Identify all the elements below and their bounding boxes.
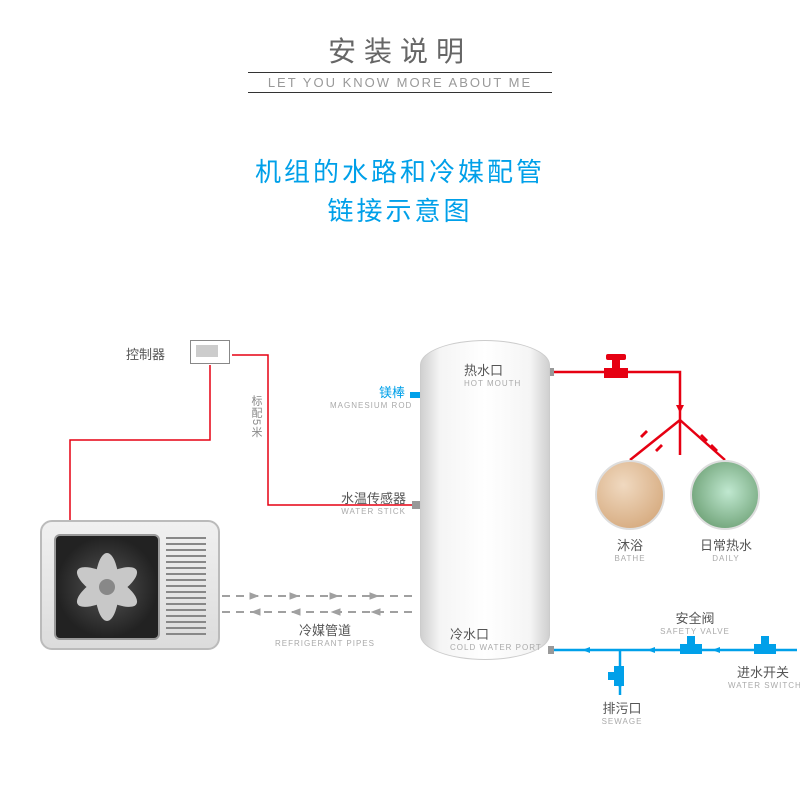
daily-hotwater-icon bbox=[690, 460, 760, 530]
water-switch-icon bbox=[750, 632, 780, 662]
controller-label: 控制器 bbox=[126, 344, 165, 363]
sewage-label-en: SEWAGE bbox=[592, 717, 652, 726]
controller-box bbox=[190, 340, 230, 364]
bathe-icon bbox=[595, 460, 665, 530]
hot-branch-bathe bbox=[630, 420, 680, 460]
magnesium-label-cn: 镁棒 bbox=[330, 382, 405, 401]
cold-port-label-cn: 冷水口 bbox=[450, 624, 542, 643]
title-en: LET YOU KNOW MORE ABOUT ME bbox=[248, 72, 552, 93]
daily-label-cn: 日常热水 bbox=[690, 535, 762, 554]
diagram: 热水口 HOT MOUTH 冷水口 COLD WATER PORT 控制器 标配… bbox=[0, 310, 800, 780]
daily-label-en: DAILY bbox=[690, 554, 762, 563]
refpipe-label-en: REFRIGERANT PIPES bbox=[270, 639, 380, 648]
subtitle-line1: 机组的水路和冷媒配管 bbox=[0, 153, 800, 192]
cold-port-label-en: COLD WATER PORT bbox=[450, 643, 542, 652]
subtitle: 机组的水路和冷媒配管 链接示意图 bbox=[0, 153, 800, 231]
refpipe-label-cn: 冷媒管道 bbox=[270, 620, 380, 639]
fan-icon bbox=[54, 534, 160, 640]
hot-port-label-en: HOT MOUTH bbox=[464, 379, 521, 388]
water-tank: 热水口 HOT MOUTH 冷水口 COLD WATER PORT bbox=[420, 340, 550, 660]
magnesium-port bbox=[410, 392, 420, 398]
control-wire bbox=[70, 365, 210, 520]
grille-icon bbox=[166, 537, 206, 637]
safety-valve-icon bbox=[676, 632, 706, 662]
watertemp-label-cn: 水温传感器 bbox=[310, 488, 406, 507]
hot-branch-daily bbox=[680, 420, 725, 460]
bathe-label-cn: 沐浴 bbox=[600, 535, 660, 554]
safety-label-en: SAFETY VALVE bbox=[660, 627, 730, 636]
standard-5m-label: 标配5米 bbox=[248, 395, 264, 438]
waterswitch-label-cn: 进水开关 bbox=[728, 662, 798, 681]
hot-valve-icon bbox=[596, 352, 636, 392]
sewage-label-cn: 排污口 bbox=[592, 698, 652, 717]
waterswitch-label-en: WATER SWITCH bbox=[728, 681, 798, 690]
header: 安装说明 LET YOU KNOW MORE ABOUT ME bbox=[0, 0, 800, 93]
safety-label-cn: 安全阀 bbox=[660, 608, 730, 627]
subtitle-line2: 链接示意图 bbox=[0, 192, 800, 231]
title-cn: 安装说明 bbox=[0, 30, 800, 70]
bathe-label-en: BATHE bbox=[600, 554, 660, 563]
magnesium-label-en: MAGNESIUM ROD bbox=[330, 401, 405, 410]
hot-port-label-cn: 热水口 bbox=[464, 360, 521, 379]
outdoor-unit bbox=[40, 520, 220, 650]
sewage-valve-icon bbox=[606, 662, 634, 690]
watertemp-label-en: WATER STICK bbox=[310, 507, 406, 516]
